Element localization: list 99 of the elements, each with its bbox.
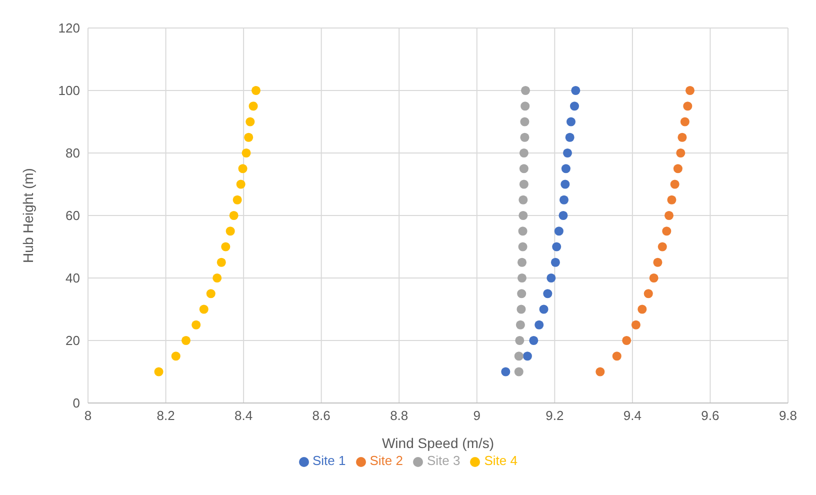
point [238, 164, 248, 174]
x-tick-label: 9 [473, 408, 481, 424]
point [649, 273, 658, 283]
point [518, 242, 528, 252]
y-tick-label: 20 [66, 333, 80, 348]
point [520, 102, 530, 111]
point [519, 148, 528, 158]
point [212, 273, 222, 283]
x-tick-label: 9.6 [701, 408, 720, 424]
point [638, 304, 647, 314]
x-axis-title: Wind Speed (m/s) [382, 435, 494, 451]
point [171, 352, 180, 361]
point [216, 258, 226, 267]
point [514, 367, 524, 376]
x-tick-label: 9.4 [623, 408, 642, 424]
point [571, 86, 580, 96]
y-tick-label: 40 [66, 270, 80, 286]
point [683, 102, 692, 111]
point [554, 226, 564, 236]
point [236, 180, 246, 189]
point [678, 132, 687, 142]
x-tick-label: 8 [84, 408, 92, 424]
point [676, 148, 686, 158]
point [566, 117, 576, 126]
point [529, 336, 538, 346]
y-tick-label: 100 [58, 83, 80, 98]
point [658, 242, 667, 252]
point [516, 304, 526, 314]
point [644, 289, 653, 298]
point [653, 258, 662, 267]
y-tick-label: 0 [72, 396, 80, 411]
point [673, 164, 682, 174]
point [515, 336, 524, 346]
point [570, 102, 580, 111]
point [244, 132, 254, 142]
point [520, 132, 530, 142]
point [251, 86, 261, 96]
point [543, 289, 552, 298]
point [246, 117, 255, 126]
legend-label: Site 2 [370, 453, 403, 468]
point [242, 148, 251, 158]
x-tick-label: 8.2 [156, 408, 175, 424]
point [562, 148, 572, 158]
legend-label: Site 1 [312, 453, 346, 468]
point [558, 210, 568, 220]
point [667, 195, 676, 204]
legend-label: Site 3 [427, 453, 460, 468]
point [501, 367, 510, 376]
legend-label: Site 4 [484, 453, 518, 468]
x-tick-label: 8.6 [312, 408, 330, 424]
point [221, 242, 230, 252]
y-tick-label: 60 [66, 208, 80, 224]
point [517, 289, 526, 298]
x-tick-label: 8.8 [390, 408, 408, 424]
point [546, 273, 556, 283]
point [560, 180, 570, 189]
point [561, 164, 570, 174]
point [518, 210, 528, 220]
point [596, 367, 605, 376]
point [232, 195, 242, 204]
y-tick-label: 80 [66, 146, 80, 161]
point [516, 320, 525, 330]
point [154, 367, 164, 376]
point [550, 258, 560, 267]
x-tick-label: 9.8 [778, 408, 798, 424]
point [670, 180, 680, 189]
point [518, 226, 528, 236]
x-tick-label: 8.4 [234, 408, 253, 424]
point [520, 86, 530, 96]
y-axis-title: Hub Height (m) [20, 168, 36, 263]
point [565, 132, 574, 142]
point [552, 242, 562, 252]
point [662, 226, 672, 236]
point [519, 180, 528, 189]
point [685, 86, 695, 96]
point [518, 195, 528, 204]
point [514, 352, 524, 361]
point [680, 117, 690, 126]
point [612, 352, 622, 361]
point [181, 336, 191, 346]
point [229, 210, 238, 220]
point [631, 320, 640, 330]
point [539, 304, 548, 314]
point [517, 258, 527, 267]
point [520, 117, 530, 126]
point [226, 226, 235, 236]
point [534, 320, 544, 330]
point [192, 320, 201, 330]
point [522, 352, 532, 361]
y-tick-label: 120 [58, 20, 80, 36]
point [199, 304, 208, 314]
point [517, 273, 527, 283]
point [248, 102, 258, 111]
point [559, 195, 569, 204]
point [664, 210, 674, 220]
x-tick-label: 9.2 [546, 408, 564, 424]
point [206, 289, 216, 298]
point [519, 164, 528, 174]
point [622, 336, 632, 346]
